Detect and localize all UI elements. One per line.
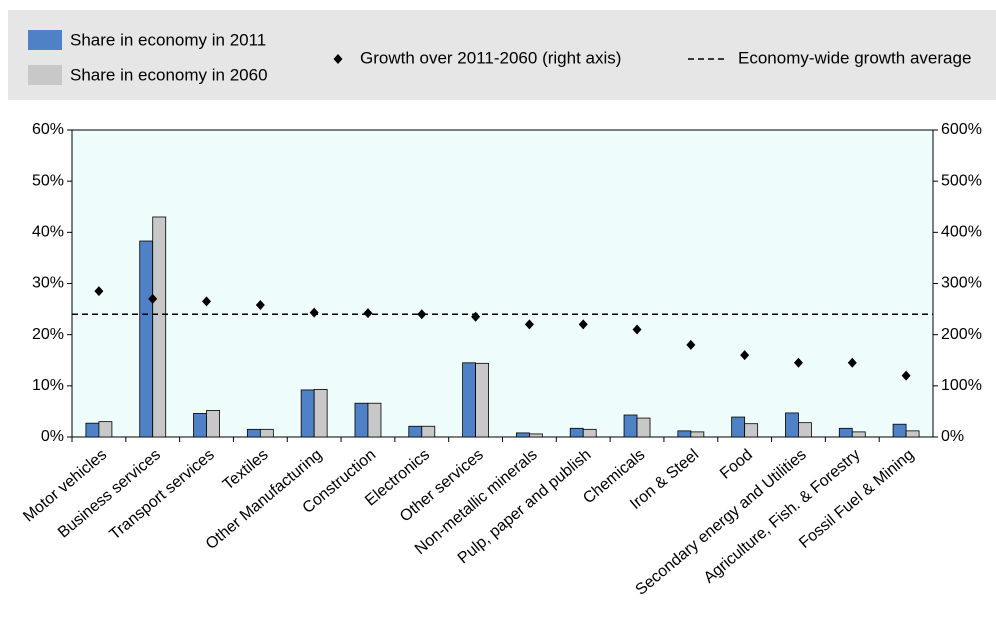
bar [905,430,920,438]
bar [462,362,476,438]
y2-tick-label: 0% [941,428,964,445]
legend-marker [333,54,343,64]
y-tick-label: 20% [32,326,64,343]
y2-tick-label: 100% [941,377,982,394]
marker [202,296,212,307]
bar [313,389,328,438]
bar [851,431,866,438]
marker [148,293,158,304]
marker [524,319,534,330]
y2-tick-label: 600% [941,121,982,138]
legend-label: Share in economy in 2011 [70,30,266,49]
bar [354,402,369,438]
marker [94,286,104,297]
marker [417,309,427,320]
bar [516,432,530,438]
legend-swatch [28,30,62,50]
bar [259,428,274,438]
x-tick-label: Food [717,446,756,482]
y-tick-label: 50% [32,172,64,189]
bar [785,412,799,438]
y-tick-label: 10% [32,377,64,394]
bar [85,422,100,438]
bar [636,417,651,438]
legend-box [8,10,996,100]
y-tick-label: 30% [32,275,64,292]
bar [798,422,812,438]
legend-swatch [28,65,62,85]
bar [408,425,423,438]
bar [677,430,692,438]
y-tick-label: 0% [41,428,64,445]
y2-tick-label: 300% [941,275,982,292]
y2-tick-label: 500% [941,172,982,189]
y-tick-label: 60% [32,121,64,138]
bar [152,216,167,438]
bar [246,428,261,438]
y-tick-label: 40% [32,224,64,241]
x-tick-label: Transport services [107,446,218,543]
marker [363,308,373,319]
bar [475,362,489,438]
y2-tick-label: 200% [941,326,982,343]
marker [847,357,857,368]
y2-tick-label: 400% [941,224,982,241]
bar [206,409,220,438]
bar [193,413,207,438]
bar [731,416,746,438]
legend-label: Growth over 2011-2060 (right axis) [360,48,621,67]
plot-area [71,129,934,438]
bar [892,423,907,438]
bar [690,431,705,438]
bar [838,427,853,438]
bar [139,240,154,438]
marker [901,370,911,381]
bar [529,433,543,438]
bar [421,425,436,438]
marker [686,339,696,350]
bar [569,427,584,438]
marker [740,350,750,361]
x-tick-label: Textiles [220,446,272,493]
bar [582,428,597,438]
marker [255,299,265,310]
bar [623,414,638,438]
bar [98,421,113,438]
marker [309,307,319,318]
legend-label: Economy-wide growth average [738,48,971,67]
bar [367,402,382,438]
marker [632,324,642,335]
marker [793,357,803,368]
legend-label: Share in economy in 2060 [70,65,268,84]
marker [578,319,588,330]
bar [744,423,759,438]
bar [300,389,315,438]
